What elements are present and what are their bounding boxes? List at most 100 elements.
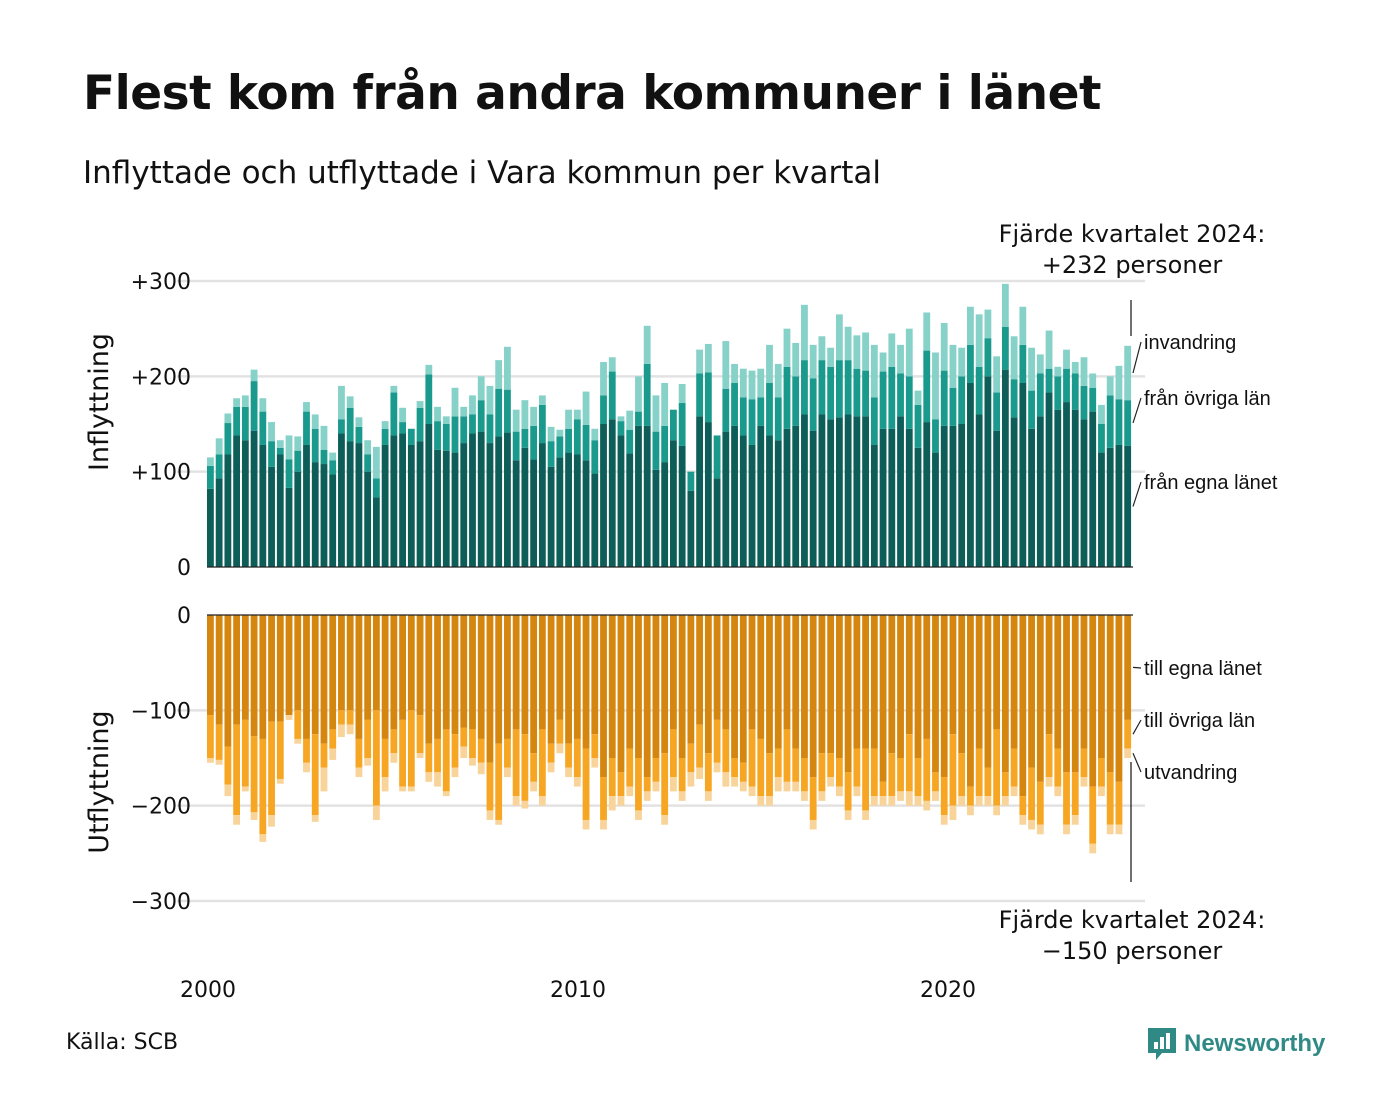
bar-utflyttning-egna-lanet [783, 615, 791, 730]
bar-utflyttning-utvandring [407, 786, 415, 792]
bar-inflyttning-ovriga-lan [835, 360, 843, 418]
bar-inflyttning-egna-lanet [643, 425, 651, 567]
bar-utflyttning-egna-lanet [1115, 615, 1123, 782]
inflyttning-series-labels: invandring från övriga län från egna länet [1132, 332, 1278, 507]
bar-inflyttning-egna-lanet [967, 383, 974, 567]
bar-utflyttning-utvandring [451, 767, 459, 778]
bar-utflyttning-egna-lanet [1028, 615, 1035, 768]
bar-inflyttning-invandring [853, 335, 861, 369]
bar-inflyttning-egna-lanet [486, 443, 494, 567]
bar-utflyttning-ovriga-lan [870, 748, 878, 797]
bar-utflyttning-egna-lanet [346, 615, 354, 711]
bar-inflyttning-invandring [495, 360, 503, 389]
bar-inflyttning-ovriga-lan [713, 435, 721, 479]
bar-utflyttning-egna-lanet [530, 615, 538, 754]
bar-utflyttning-ovriga-lan [940, 777, 948, 816]
bar-inflyttning-invandring [381, 421, 389, 429]
bar-inflyttning-egna-lanet [888, 428, 896, 567]
inflyttning-axis-label: Inflyttning [84, 333, 115, 471]
bar-utflyttning-ovriga-lan [1080, 748, 1088, 778]
bar-utflyttning-utvandring [932, 791, 939, 801]
bar-utflyttning-ovriga-lan [879, 781, 887, 797]
bar-inflyttning-egna-lanet [766, 435, 773, 567]
bar-utflyttning-utvandring [923, 800, 931, 811]
bar-utflyttning-utvandring [783, 781, 791, 792]
bar-inflyttning-ovriga-lan [870, 397, 878, 445]
x-axis-ticks: 2000 2010 2020 [180, 978, 976, 1000]
bar-utflyttning-utvandring [276, 778, 284, 784]
bar-inflyttning-egna-lanet [538, 443, 546, 567]
bar-utflyttning-utvandring [259, 834, 267, 842]
bar-inflyttning-invandring [739, 368, 747, 398]
bar-inflyttning-invandring [870, 344, 878, 398]
bar-utflyttning-egna-lanet [311, 615, 319, 735]
bar-inflyttning-invandring [652, 395, 660, 432]
bar-inflyttning-ovriga-lan [381, 428, 389, 445]
bar-inflyttning-egna-lanet [207, 488, 214, 567]
bar-inflyttning-invandring [346, 396, 354, 408]
bar-inflyttning-ovriga-lan [905, 376, 913, 429]
bar-inflyttning-egna-lanet [731, 425, 738, 567]
bar-utflyttning-utvandring [835, 786, 843, 797]
bar-utflyttning-ovriga-lan [381, 738, 389, 778]
utflyttning-axis-label: Utflyttning [84, 710, 115, 853]
chart-area: 0 +100 +200 +300 0 −100 −200 −300 2000 2010 2020… [84, 220, 1278, 1000]
bar-inflyttning-invandring [591, 428, 599, 441]
bar-inflyttning-egna-lanet [949, 425, 957, 567]
bar-utflyttning-utvandring [870, 796, 878, 806]
bar-inflyttning-invandring [704, 343, 712, 373]
bar-inflyttning-invandring [530, 406, 538, 426]
bar-inflyttning-ovriga-lan [259, 411, 267, 445]
bar-utflyttning-egna-lanet [1063, 615, 1070, 773]
bar-inflyttning-ovriga-lan [390, 392, 398, 436]
bar-utflyttning-egna-lanet [967, 615, 974, 787]
bar-inflyttning-ovriga-lan [1036, 373, 1044, 417]
bar-utflyttning-egna-lanet [521, 615, 529, 735]
bar-inflyttning-egna-lanet [268, 466, 275, 567]
bar-utflyttning-egna-lanet [434, 615, 441, 739]
bar-inflyttning-invandring [608, 357, 616, 372]
bar-inflyttning-invandring [678, 383, 686, 404]
bar-utflyttning-ovriga-lan [469, 729, 476, 758]
bar-inflyttning-ovriga-lan [268, 441, 275, 467]
bar-utflyttning-egna-lanet [993, 615, 1001, 730]
bar-utflyttning-ovriga-lan [425, 743, 433, 773]
bar-utflyttning-utvandring [215, 759, 223, 765]
bar-utflyttning-utvandring [250, 812, 258, 820]
bar-utflyttning-ovriga-lan [932, 772, 939, 792]
bar-utflyttning-ovriga-lan [905, 734, 913, 792]
bar-inflyttning-ovriga-lan [320, 449, 328, 465]
bar-inflyttning-egna-lanet [914, 447, 922, 567]
bar-inflyttning-egna-lanet [556, 457, 564, 567]
bar-inflyttning-ovriga-lan [486, 414, 494, 444]
bar-inflyttning-ovriga-lan [233, 406, 241, 436]
bar-inflyttning-ovriga-lan [512, 431, 520, 461]
bar-inflyttning-ovriga-lan [364, 454, 372, 472]
bar-utflyttning-utvandring [547, 762, 555, 773]
bar-inflyttning-ovriga-lan [556, 436, 564, 458]
bar-inflyttning-ovriga-lan [731, 383, 738, 426]
bar-inflyttning-ovriga-lan [565, 428, 572, 453]
bar-utflyttning-egna-lanet [1045, 615, 1053, 735]
bar-inflyttning-egna-lanet [835, 417, 843, 567]
bar-inflyttning-ovriga-lan [294, 450, 302, 472]
bar-utflyttning-ovriga-lan [652, 758, 660, 782]
bar-inflyttning-ovriga-lan [1071, 373, 1079, 410]
bar-utflyttning-ovriga-lan [346, 710, 354, 725]
bar-inflyttning-egna-lanet [1124, 445, 1132, 567]
bar-utflyttning-ovriga-lan [626, 748, 634, 787]
bar-inflyttning-invandring [207, 457, 214, 466]
bar-utflyttning-ovriga-lan [661, 753, 669, 816]
bar-inflyttning-invandring [984, 309, 992, 339]
bar-utflyttning-utvandring [635, 810, 642, 820]
bar-utflyttning-utvandring [416, 753, 424, 758]
bar-inflyttning-ovriga-lan [923, 350, 931, 423]
bar-inflyttning-ovriga-lan [241, 406, 249, 441]
bar-inflyttning-egna-lanet [495, 436, 503, 567]
bar-inflyttning-egna-lanet [862, 416, 869, 567]
bar-utflyttning-ovriga-lan [556, 719, 564, 744]
inflyttning-y-tick-label: 0 [177, 556, 191, 581]
bar-inflyttning-invandring [731, 363, 738, 384]
bar-inflyttning-invandring [294, 436, 302, 451]
bar-utflyttning-utvandring [818, 791, 826, 801]
